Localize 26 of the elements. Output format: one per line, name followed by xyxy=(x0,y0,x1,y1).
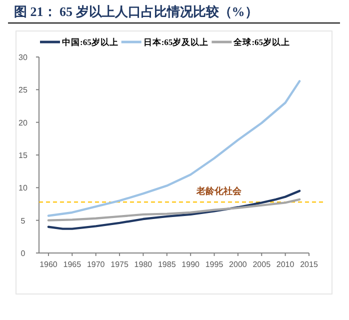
x-tick-label: 1975 xyxy=(110,260,129,269)
line-series xyxy=(47,198,301,222)
x-tick-label: 1970 xyxy=(86,260,106,269)
y-tick-label: 30 xyxy=(18,53,28,62)
x-tick-label: 1985 xyxy=(158,260,176,269)
x-tick-label: 2010 xyxy=(276,260,295,269)
x-tick-label: 1965 xyxy=(63,260,82,269)
x-tick-label: 1980 xyxy=(134,260,153,269)
y-tick-label: 20 xyxy=(18,118,28,128)
x-tick-label: 2005 xyxy=(252,260,272,269)
legend-label: 日本:65岁及以上 xyxy=(143,37,209,47)
legend-label: 全球:65岁以上 xyxy=(232,37,290,47)
x-tick-label: 2015 xyxy=(300,260,318,269)
x-tick-label: 1990 xyxy=(182,260,200,269)
y-tick-label: 10 xyxy=(18,184,28,193)
ref-line-label: 老龄化社会 xyxy=(196,186,242,196)
y-tick-label: 0 xyxy=(20,249,26,258)
x-tick-label: 1960 xyxy=(40,260,58,269)
x-tick-label: 1995 xyxy=(205,260,224,269)
y-tick-label: 5 xyxy=(20,216,26,226)
y-tick-label: 15 xyxy=(18,151,28,160)
chart-title: 图 21： 65 岁以上人口占比情况比较（%） xyxy=(14,4,258,19)
line-series xyxy=(47,80,301,217)
y-tick-label: 25 xyxy=(18,86,28,95)
legend-label: 中国:65岁以上 xyxy=(62,37,118,47)
x-tick-label: 2000 xyxy=(229,260,248,269)
